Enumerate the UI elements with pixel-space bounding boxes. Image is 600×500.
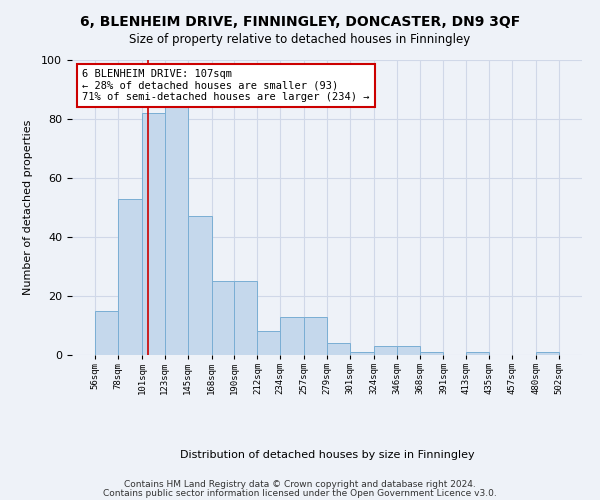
Bar: [280, 316, 304, 355]
Bar: [304, 316, 327, 355]
Bar: [350, 352, 374, 355]
Bar: [397, 346, 419, 355]
Text: 6 BLENHEIM DRIVE: 107sqm
← 28% of detached houses are smaller (93)
71% of semi-d: 6 BLENHEIM DRIVE: 107sqm ← 28% of detach…: [82, 69, 370, 102]
Text: Contains HM Land Registry data © Crown copyright and database right 2024.: Contains HM Land Registry data © Crown c…: [124, 480, 476, 489]
Bar: [95, 311, 118, 355]
Bar: [374, 346, 397, 355]
Text: Size of property relative to detached houses in Finningley: Size of property relative to detached ho…: [130, 32, 470, 46]
Bar: [165, 104, 188, 355]
Text: 6, BLENHEIM DRIVE, FINNINGLEY, DONCASTER, DN9 3QF: 6, BLENHEIM DRIVE, FINNINGLEY, DONCASTER…: [80, 15, 520, 29]
Bar: [257, 332, 280, 355]
Bar: [536, 352, 559, 355]
Bar: [419, 352, 443, 355]
X-axis label: Distribution of detached houses by size in Finningley: Distribution of detached houses by size …: [179, 450, 475, 460]
Bar: [235, 281, 257, 355]
Bar: [327, 343, 350, 355]
Bar: [188, 216, 212, 355]
Bar: [212, 281, 235, 355]
Text: Contains public sector information licensed under the Open Government Licence v3: Contains public sector information licen…: [103, 488, 497, 498]
Bar: [466, 352, 489, 355]
Y-axis label: Number of detached properties: Number of detached properties: [23, 120, 33, 295]
Bar: [142, 113, 165, 355]
Bar: [118, 198, 142, 355]
